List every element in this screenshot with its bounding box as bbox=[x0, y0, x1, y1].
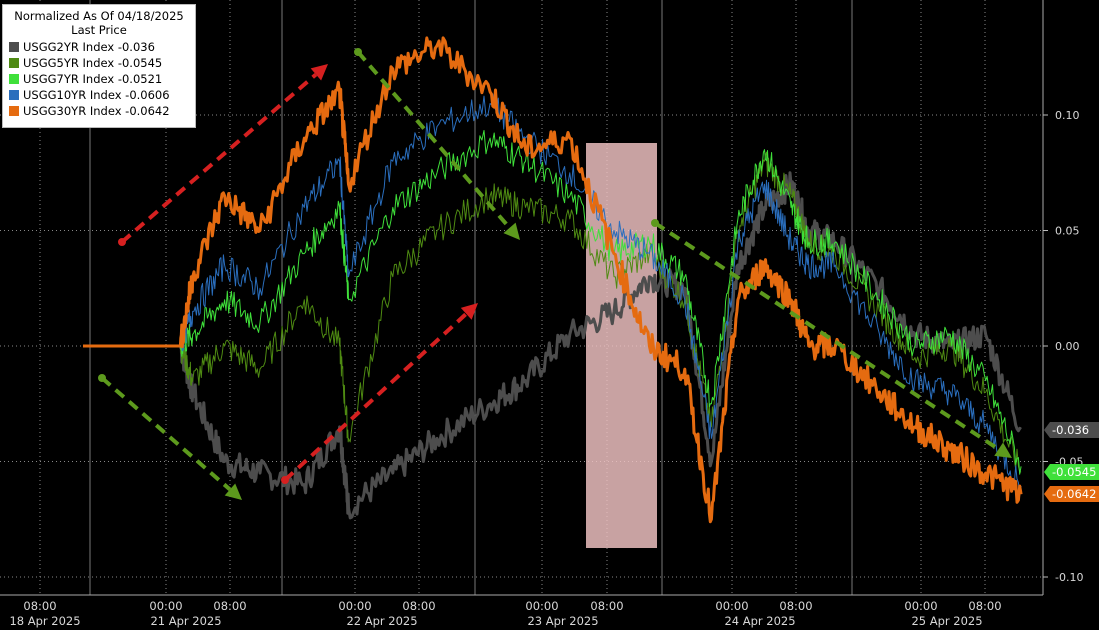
legend-item-name: USGG2YR Index bbox=[23, 40, 115, 54]
x-tick-label: 00:00 bbox=[904, 599, 937, 613]
x-tick-label: 08:00 bbox=[213, 599, 246, 613]
legend-item-usgg2yr: USGG2YR Index -0.036 bbox=[3, 39, 195, 55]
trend-arrow-green-1 bbox=[98, 374, 242, 500]
legend-item-usgg10yr: USGG10YR Index -0.0606 bbox=[3, 87, 195, 103]
x-tick-label: 08:00 bbox=[968, 599, 1001, 613]
y-tick-label: 0.10 bbox=[1055, 109, 1080, 122]
legend-item-name: USGG30YR Index bbox=[23, 104, 122, 118]
end-label-box bbox=[1044, 464, 1099, 480]
legend-swatch bbox=[9, 58, 19, 68]
x-day-label: 21 Apr 2025 bbox=[150, 614, 221, 628]
legend-item-usgg30yr: USGG30YR Index -0.0642 bbox=[3, 103, 195, 119]
y-tick-label: 0.05 bbox=[1055, 225, 1080, 238]
legend-swatch bbox=[9, 42, 19, 52]
legend-item-value: -0.0521 bbox=[117, 72, 163, 86]
x-day-label: 24 Apr 2025 bbox=[724, 614, 795, 628]
legend-item-name: USGG10YR Index bbox=[23, 88, 122, 102]
end-label-text: -0.036 bbox=[1052, 423, 1089, 437]
x-day-label: 25 Apr 2025 bbox=[911, 614, 982, 628]
legend-swatch bbox=[9, 90, 19, 100]
x-tick-label: 00:00 bbox=[525, 599, 558, 613]
legend-item-usgg7yr: USGG7YR Index -0.0521 bbox=[3, 71, 195, 87]
x-day-label: 23 Apr 2025 bbox=[527, 614, 598, 628]
legend-item-value: -0.0606 bbox=[125, 88, 170, 102]
x-tick-label: 00:00 bbox=[715, 599, 748, 613]
x-tick-label: 00:00 bbox=[338, 599, 371, 613]
series-line-usgg2yr-index bbox=[83, 171, 1022, 520]
end-label-text: -0.0545 bbox=[1052, 465, 1096, 479]
trend-arrow-red-1 bbox=[118, 64, 328, 246]
legend-item-value: -0.036 bbox=[117, 40, 155, 54]
end-label-box bbox=[1044, 422, 1099, 438]
trend-arrow-green-3 bbox=[651, 219, 1012, 458]
legend-title: Normalized As Of 04/18/2025 bbox=[14, 9, 184, 23]
legend-item-value: -0.0642 bbox=[125, 104, 170, 118]
legend-item-name: USGG5YR Index bbox=[23, 56, 115, 70]
x-tick-label: 00:00 bbox=[149, 599, 182, 613]
x-tick-label: 08:00 bbox=[402, 599, 435, 613]
legend: Normalized As Of 04/18/2025 Last Price U… bbox=[2, 4, 196, 128]
legend-item-value: -0.0545 bbox=[117, 56, 163, 70]
legend-item-name: USGG7YR Index bbox=[23, 72, 115, 86]
y-tick-label: -0.10 bbox=[1055, 571, 1083, 584]
series-line-usgg30yr-index bbox=[83, 36, 1023, 524]
series-line-usgg5yr-index bbox=[83, 151, 1022, 473]
trend-arrow-red-2 bbox=[281, 303, 478, 484]
series-line-usgg10yr-index bbox=[83, 93, 1022, 497]
trend-arrow-green-2 bbox=[354, 48, 520, 240]
x-axis: 08:00 00:00 08:00 00:00 08:00 00:00 08:00 00:00… bbox=[9, 599, 1001, 628]
end-label-text: -0.0642 bbox=[1052, 487, 1096, 501]
end-label-box bbox=[1044, 486, 1099, 502]
legend-subtitle: Last Price bbox=[71, 23, 127, 37]
x-day-label: 22 Apr 2025 bbox=[346, 614, 417, 628]
trend-arrows bbox=[98, 48, 1012, 500]
x-day-label: 18 Apr 2025 bbox=[9, 614, 80, 628]
x-tick-label: 08:00 bbox=[23, 599, 56, 613]
legend-swatch bbox=[9, 74, 19, 84]
end-label: -0.036 bbox=[1044, 422, 1099, 438]
y-axis: 0.100.050.00-0.05-0.10 bbox=[1043, 109, 1083, 584]
end-label: -0.0642 bbox=[1044, 486, 1099, 502]
legend-item-usgg5yr: USGG5YR Index -0.0545 bbox=[3, 55, 195, 71]
legend-swatch bbox=[9, 106, 19, 116]
series-line-usgg7yr-index bbox=[83, 130, 1022, 475]
y-tick-label: 0.00 bbox=[1055, 340, 1080, 353]
end-label: -0.0545 bbox=[1044, 464, 1099, 480]
series-lines bbox=[83, 36, 1023, 524]
x-tick-label: 08:00 bbox=[779, 599, 812, 613]
end-value-labels: -0.036 -0.0545 -0.0642 bbox=[1044, 422, 1099, 502]
x-tick-label: 08:00 bbox=[590, 599, 623, 613]
